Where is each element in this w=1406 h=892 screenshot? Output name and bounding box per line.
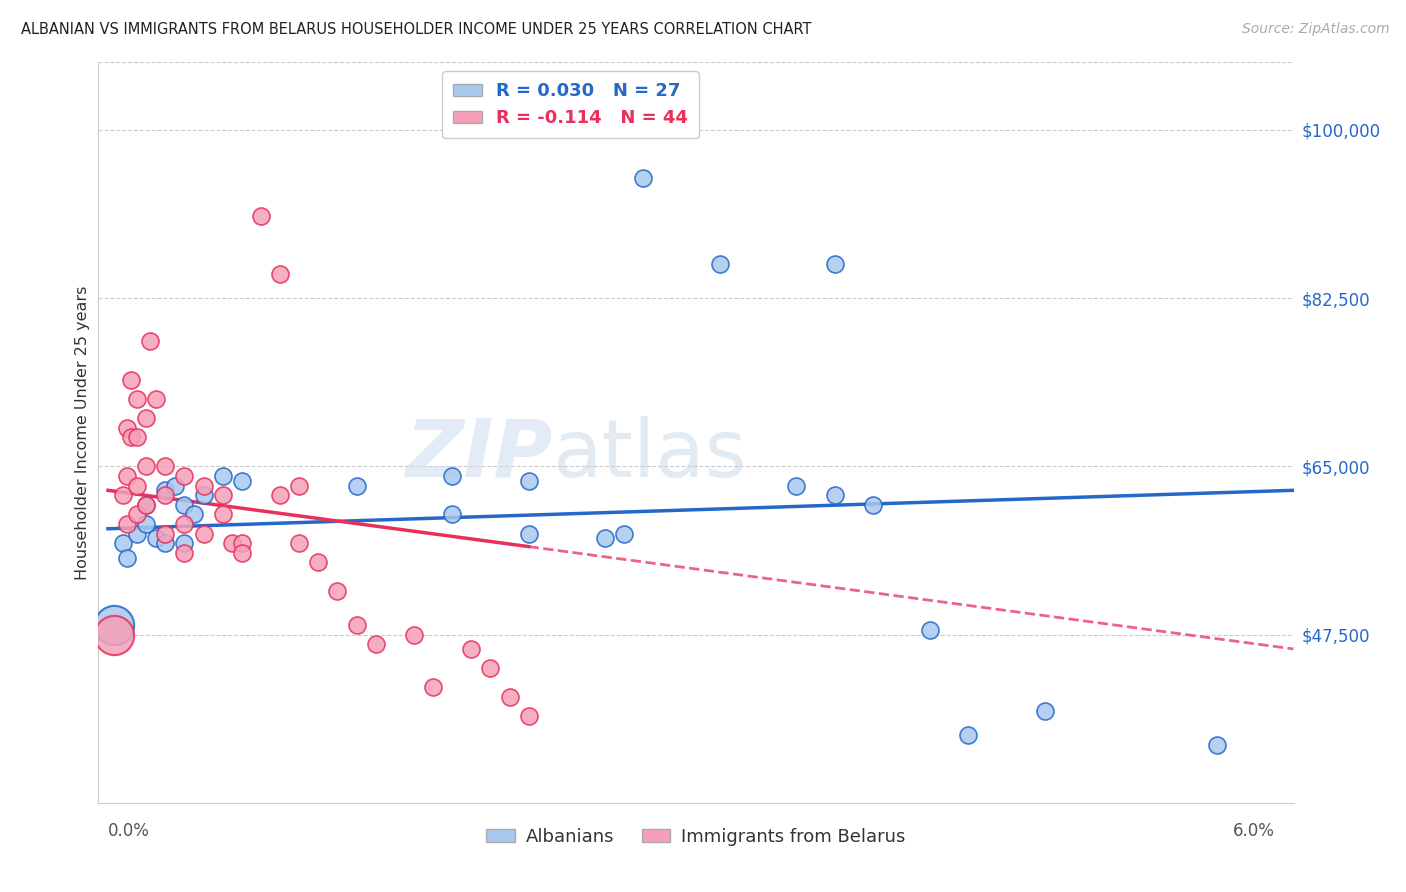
Text: 0.0%: 0.0% bbox=[108, 822, 150, 840]
Point bbox=[422, 681, 444, 695]
Point bbox=[163, 478, 186, 492]
Point bbox=[633, 170, 655, 185]
Point bbox=[441, 508, 464, 522]
Point bbox=[288, 478, 311, 492]
Point bbox=[135, 498, 157, 512]
Text: Source: ZipAtlas.com: Source: ZipAtlas.com bbox=[1241, 22, 1389, 37]
Point bbox=[517, 474, 540, 488]
Point bbox=[125, 392, 148, 406]
Text: 6.0%: 6.0% bbox=[1233, 822, 1274, 840]
Point bbox=[193, 478, 215, 492]
Point bbox=[288, 536, 311, 550]
Point bbox=[173, 469, 195, 483]
Point bbox=[517, 526, 540, 541]
Point bbox=[155, 459, 177, 474]
Text: ALBANIAN VS IMMIGRANTS FROM BELARUS HOUSEHOLDER INCOME UNDER 25 YEARS CORRELATIO: ALBANIAN VS IMMIGRANTS FROM BELARUS HOUS… bbox=[21, 22, 811, 37]
Point bbox=[112, 536, 135, 550]
Point bbox=[498, 690, 520, 704]
Point bbox=[115, 550, 138, 565]
Point bbox=[211, 469, 233, 483]
Point bbox=[1206, 738, 1229, 752]
Point bbox=[920, 623, 942, 637]
Point bbox=[307, 556, 329, 570]
Point bbox=[173, 546, 195, 560]
Point bbox=[402, 627, 425, 641]
Point bbox=[173, 498, 195, 512]
Point bbox=[785, 478, 807, 492]
Text: ZIP: ZIP bbox=[405, 416, 553, 494]
Point bbox=[135, 498, 157, 512]
Point bbox=[135, 459, 157, 474]
Point bbox=[135, 411, 157, 425]
Point bbox=[824, 488, 846, 502]
Point bbox=[211, 508, 233, 522]
Point bbox=[193, 526, 215, 541]
Point bbox=[441, 469, 464, 483]
Text: atlas: atlas bbox=[553, 416, 747, 494]
Point bbox=[103, 627, 125, 641]
Point bbox=[125, 526, 148, 541]
Point bbox=[517, 709, 540, 723]
Point bbox=[957, 729, 980, 743]
Point bbox=[346, 478, 368, 492]
Point bbox=[135, 516, 157, 531]
Point bbox=[269, 267, 291, 281]
Point bbox=[709, 257, 731, 271]
Point bbox=[613, 526, 636, 541]
Point bbox=[115, 516, 138, 531]
Point bbox=[155, 483, 177, 498]
Point bbox=[120, 430, 142, 444]
Point bbox=[115, 469, 138, 483]
Point bbox=[231, 536, 253, 550]
Point bbox=[211, 488, 233, 502]
Point bbox=[326, 584, 349, 599]
Point bbox=[593, 532, 616, 546]
Legend: Albanians, Immigrants from Belarus: Albanians, Immigrants from Belarus bbox=[479, 821, 912, 853]
Point bbox=[231, 474, 253, 488]
Point bbox=[112, 488, 135, 502]
Point bbox=[1033, 705, 1056, 719]
Point bbox=[115, 421, 138, 435]
Point bbox=[346, 618, 368, 632]
Point bbox=[193, 488, 215, 502]
Point bbox=[139, 334, 162, 349]
Point bbox=[103, 618, 125, 632]
Point bbox=[250, 209, 273, 223]
Point bbox=[824, 257, 846, 271]
Point bbox=[173, 516, 195, 531]
Point bbox=[183, 508, 205, 522]
Y-axis label: Householder Income Under 25 years: Householder Income Under 25 years bbox=[75, 285, 90, 580]
Point bbox=[120, 373, 142, 387]
Point bbox=[269, 488, 291, 502]
Point bbox=[173, 536, 195, 550]
Point bbox=[125, 478, 148, 492]
Point bbox=[125, 508, 148, 522]
Point bbox=[460, 642, 482, 657]
Point bbox=[145, 392, 167, 406]
Point bbox=[231, 546, 253, 560]
Point bbox=[155, 488, 177, 502]
Point bbox=[155, 526, 177, 541]
Point bbox=[145, 532, 167, 546]
Point bbox=[155, 536, 177, 550]
Point bbox=[125, 430, 148, 444]
Point bbox=[364, 637, 387, 651]
Point bbox=[862, 498, 884, 512]
Point bbox=[221, 536, 243, 550]
Point bbox=[479, 661, 502, 675]
